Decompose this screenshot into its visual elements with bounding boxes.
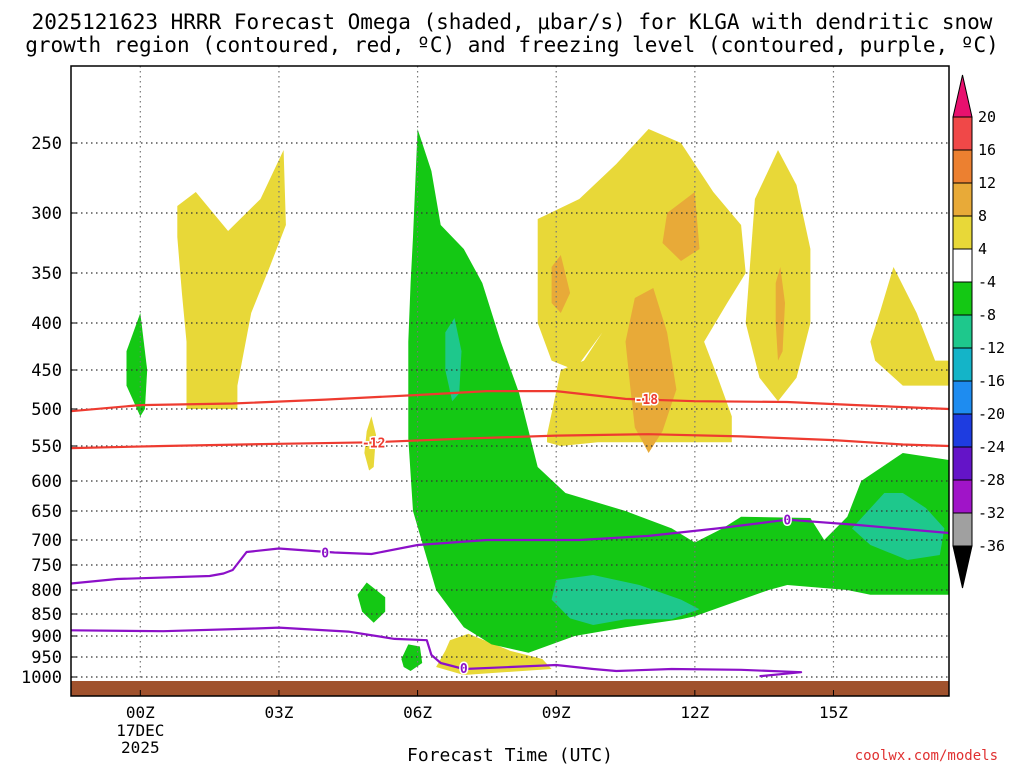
y-tick-250: 250 [31, 134, 62, 154]
temperature-contour-1 [71, 390, 949, 413]
y-tick-750: 750 [31, 556, 62, 576]
ground-strip [71, 681, 949, 696]
omega-region-9 [364, 416, 376, 471]
omega-region-4 [625, 288, 677, 453]
y-tick-450: 450 [31, 361, 62, 381]
y-tick-650: 650 [31, 502, 62, 522]
colorbar-bin-12 [952, 479, 973, 514]
chart-title-line-1: 2025121623 HRRR Forecast Omega (shaded, … [31, 10, 993, 34]
y-tick-800: 800 [31, 581, 62, 601]
y-tick-700: 700 [31, 531, 62, 551]
x-tick-12Z: 12Z [680, 703, 709, 722]
colorbar-label-3: 8 [978, 207, 987, 225]
pressure-axis: 2503003504004505005506006507007508008509… [21, 134, 77, 688]
x-tick-03Z: 03Z [264, 703, 293, 722]
temperature-contour-2 [71, 433, 949, 450]
colorbar-label-5: -4 [978, 273, 996, 291]
x-axis-label: Forecast Time (UTC) [407, 745, 613, 766]
colorbar-label-13: -36 [978, 537, 1005, 555]
omega-region-16 [357, 582, 386, 623]
colorbar-bin-8 [952, 347, 973, 382]
x-tick-15Z: 15Z [819, 703, 848, 722]
colorbar-label-7: -12 [978, 339, 1005, 357]
x-tick-09Z: 09Z [542, 703, 571, 722]
colorbar-label-1: 16 [978, 141, 996, 159]
colorbar-label-12: -32 [978, 504, 1005, 522]
omega-region-17 [401, 644, 423, 671]
colorbar-label-0: 20 [978, 108, 996, 126]
colorbar-label-6: -8 [978, 306, 996, 324]
colorbar-label-8: -16 [978, 372, 1005, 390]
colorbar-bottom-arrow [952, 545, 973, 589]
chart-title-line-2: growth region (contoured, red, ºC) and f… [25, 33, 999, 57]
colorbar-bin-7 [952, 314, 973, 349]
contour-label-2: -12 [362, 436, 385, 451]
colorbar-bin-1 [952, 116, 973, 151]
y-tick-600: 600 [31, 472, 62, 492]
omega-region-1 [177, 150, 286, 409]
omega-region-14 [551, 575, 700, 625]
omega-region-8 [870, 267, 949, 386]
omega-region-7 [775, 267, 785, 361]
contour-label-5: 0 [460, 662, 468, 677]
omega-region-12 [408, 129, 949, 653]
temperature-contour-3 [71, 518, 949, 585]
omega-region-11 [126, 313, 148, 417]
plot-frame [70, 65, 950, 697]
colorbar-bin-13 [952, 512, 973, 547]
colorbar-label-4: 4 [978, 240, 987, 258]
gridlines [71, 66, 949, 696]
omega-region-13 [445, 318, 462, 402]
y-tick-1000: 1000 [21, 668, 62, 688]
x-tick-00Z: 00Z [126, 703, 155, 722]
omega-region-3 [662, 192, 700, 261]
colorbar-label-10: -24 [978, 438, 1005, 456]
y-tick-300: 300 [31, 204, 62, 224]
omega-region-10 [436, 633, 552, 675]
x-tick-06Z: 06Z [403, 703, 432, 722]
x-tick-sub-2025: 2025 [121, 738, 160, 757]
colorbar-bin-10 [952, 413, 973, 448]
y-tick-350: 350 [31, 264, 62, 284]
colorbar-bin-4 [952, 215, 973, 250]
y-tick-900: 900 [31, 627, 62, 647]
contour-label-4: 0 [783, 514, 791, 529]
colorbar-bin-11 [952, 446, 973, 481]
y-tick-850: 850 [31, 605, 62, 625]
colorbar: 20 16 12 8 4 -4 -8 -12 -16 -20 -24 -28 -32 -36 [952, 74, 1005, 589]
omega-region-15 [852, 493, 945, 560]
colorbar-bin-3 [952, 182, 973, 217]
y-tick-950: 950 [31, 648, 62, 668]
y-tick-500: 500 [31, 400, 62, 420]
credit-link[interactable]: coolwx.com/models [854, 748, 998, 764]
colorbar-bin-6 [952, 281, 973, 316]
contour-label-3: 0 [321, 547, 329, 562]
colorbar-bin-2 [952, 149, 973, 184]
contour-label-1: -18 [635, 393, 659, 408]
omega-region-5 [551, 255, 571, 313]
colorbar-label-9: -20 [978, 405, 1005, 423]
colorbar-label-11: -28 [978, 471, 1005, 489]
temperature-contour-4 [71, 626, 803, 678]
x-tick-sub-17DEC: 17DEC [116, 721, 164, 740]
y-tick-400: 400 [31, 314, 62, 334]
colorbar-label-2: 12 [978, 174, 996, 192]
y-tick-550: 550 [31, 437, 62, 457]
contour-lines: -18 -12 0 0 0 [71, 390, 949, 679]
colorbar-bin-9 [952, 380, 973, 415]
omega-shading-layer [126, 129, 949, 675]
colorbar-top-arrow [952, 74, 973, 118]
colorbar-bin-5 [952, 248, 973, 283]
